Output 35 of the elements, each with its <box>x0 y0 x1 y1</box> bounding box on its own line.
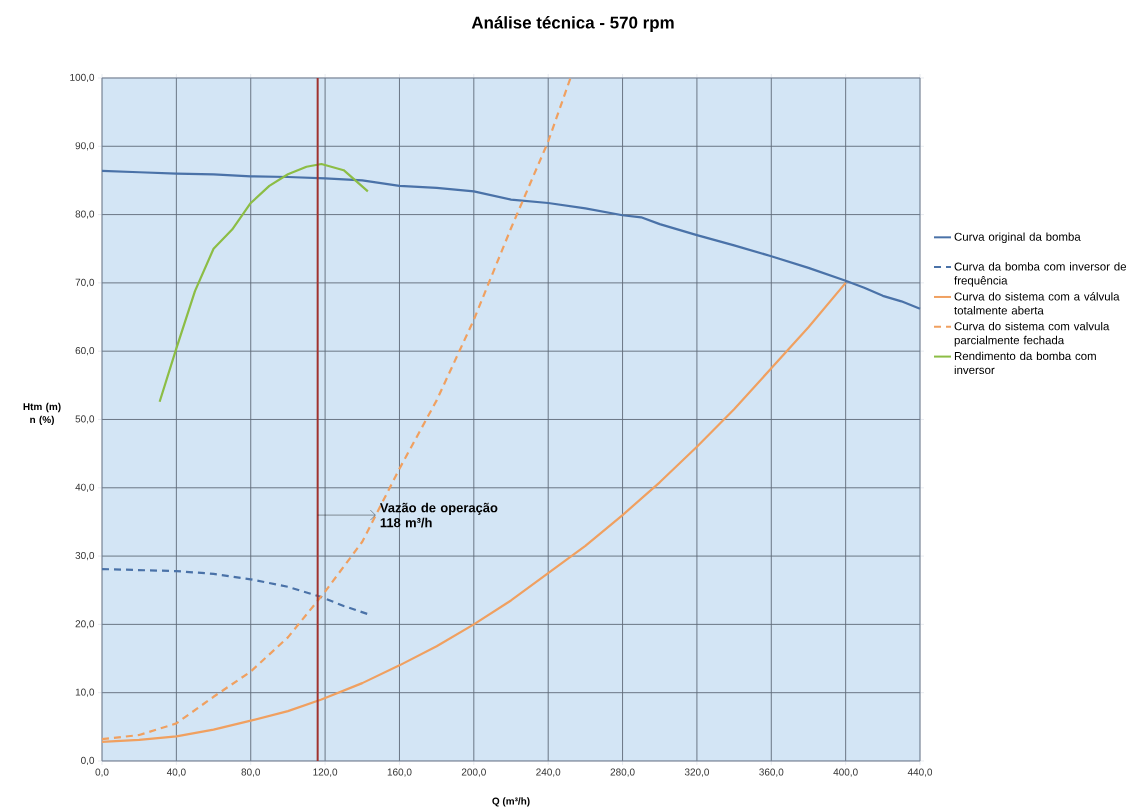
legend-label: Curva da bomba com inversor de frequência <box>954 262 1127 287</box>
x-tick-label: 360,0 <box>759 768 784 777</box>
x-tick-label: 0,0 <box>95 768 109 777</box>
line-series <box>100 567 369 616</box>
x-tick-label: 200,0 <box>461 768 486 777</box>
x-tick-label: 120,0 <box>313 768 338 777</box>
y-tick-label: 10,0 <box>75 688 95 697</box>
x-axis-title: Q (m³/h) <box>492 797 530 807</box>
y-tick-label: 100,0 <box>70 73 95 83</box>
y-tick-label: 70,0 <box>75 278 95 287</box>
annotation: Vazão de operação 118 m³/h <box>379 502 498 528</box>
line-series <box>158 162 369 403</box>
legend-label: Rendimento da bomba com inversor <box>954 351 1096 375</box>
y-tick-label: 20,0 <box>75 620 95 629</box>
y-tick-label: 80,0 <box>75 210 95 219</box>
y-tick-label: 40,0 <box>75 483 95 492</box>
y-axis-title: Htm (m) n (%) <box>23 402 61 426</box>
line-series <box>100 169 922 310</box>
x-tick-label: 320,0 <box>684 768 709 777</box>
y-tick-label: 0,0 <box>81 756 95 766</box>
legend-label: Curva do sistema com valvula parcialmente fechada <box>954 321 1110 347</box>
y-tick-label: 30,0 <box>75 551 95 561</box>
y-tick-label: 50,0 <box>75 415 95 424</box>
y-tick-label: 60,0 <box>75 347 95 356</box>
x-tick-label: 280,0 <box>610 768 635 777</box>
x-tick-label: 440,0 <box>907 768 933 777</box>
x-tick-label: 40,0 <box>166 768 186 777</box>
x-tick-label: 400,0 <box>833 768 858 777</box>
legend-label: Curva do sistema com a válvula totalmente aberta <box>954 291 1120 315</box>
chart-title: Análise técnica - 570 rpm <box>471 16 674 32</box>
x-tick-label: 160,0 <box>387 768 412 777</box>
legend-label: Curva original da bomba <box>954 232 1081 244</box>
x-tick-label: 240,0 <box>536 768 561 777</box>
y-tick-label: 90,0 <box>75 142 95 151</box>
x-tick-label: 80,0 <box>241 768 261 777</box>
